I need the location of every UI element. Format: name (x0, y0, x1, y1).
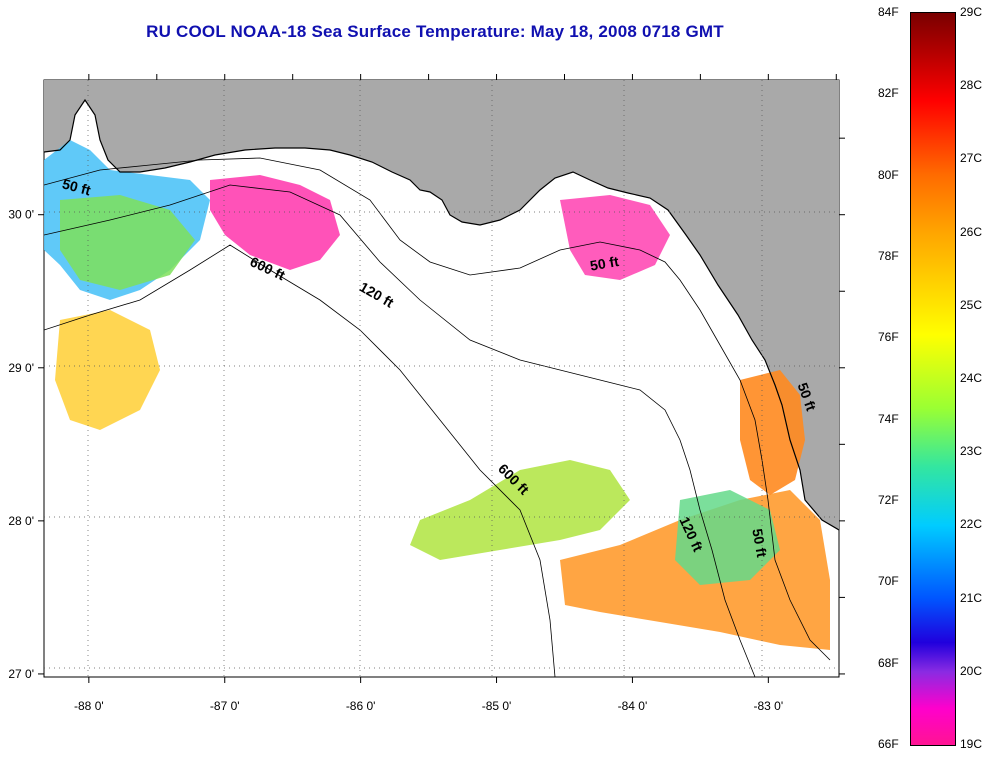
lon-tick-label: -86 0' (346, 699, 376, 713)
lat-tick-label: 30 0' (8, 208, 34, 222)
colorbar-c-label: 27C (960, 151, 983, 166)
lat-tick-label: 27 0' (8, 667, 34, 681)
map-title: RU COOL NOAA-18 Sea Surface Temperature:… (146, 22, 724, 41)
colorbar-c-label: 23C (960, 444, 983, 459)
sst-patch-southwest (55, 310, 160, 430)
coastline (44, 98, 839, 531)
lon-tick-label: -84 0' (618, 699, 648, 713)
colorbar-gradient (910, 12, 956, 746)
lon-tick-label: -88 0' (74, 699, 104, 713)
colorbar-c-label: 25C (960, 297, 983, 312)
colorbar-f-label: 68F (878, 655, 899, 670)
land-region (44, 80, 839, 530)
colorbar-f-label: 74F (878, 411, 899, 426)
colorbar-c-label: 22C (960, 517, 983, 532)
colorbar-c-label: 21C (960, 590, 983, 605)
colorbar-f-label: 78F (878, 249, 899, 263)
colorbar-c-label: 26C (960, 224, 983, 239)
sst-patch-midshelf (560, 195, 670, 280)
colorbar-c-label: 24C (960, 371, 983, 385)
colorbar-c-label: 29C (960, 5, 983, 19)
contour-50ft (44, 157, 831, 661)
colorbar-c-label: 20C (960, 663, 983, 678)
colorbar-f-label: 84F (878, 5, 899, 19)
lon-tick-label: -83 0' (754, 699, 784, 713)
lon-tick-label: -85 0' (482, 699, 512, 713)
colorbar-c-label: 19C (960, 737, 983, 751)
colorbar-c-label: 28C (960, 78, 983, 93)
lat-tick-label: 28 0' (8, 514, 34, 528)
colorbar-f-label: 72F (878, 493, 899, 507)
sst-patch-green-west (60, 195, 195, 290)
depth-contour-label: 50 ft (589, 253, 620, 274)
depth-contour-label: 50 ft (61, 175, 93, 198)
colorbar-f-label: 82F (878, 86, 899, 101)
colorbar-f-label: 66F (878, 737, 899, 751)
sst-patches (44, 140, 830, 650)
contour-120ft (44, 184, 756, 677)
depth-contour-label: 50 ft (749, 527, 770, 558)
lat-tick-label: 29 0' (8, 361, 34, 375)
colorbar-f-label: 70F (878, 574, 899, 589)
colorbar-f-label: 76F (878, 330, 899, 345)
axis-ticks: -88 0' -87 0' -86 0' -85 0' -84 0' -83 0' 30 0… (8, 74, 845, 713)
sst-patch-west-pink (210, 175, 340, 270)
colorbar-f-label: 80F (878, 167, 899, 182)
lon-tick-label: -87 0' (210, 699, 240, 713)
sst-patch-east-coast (740, 370, 805, 495)
